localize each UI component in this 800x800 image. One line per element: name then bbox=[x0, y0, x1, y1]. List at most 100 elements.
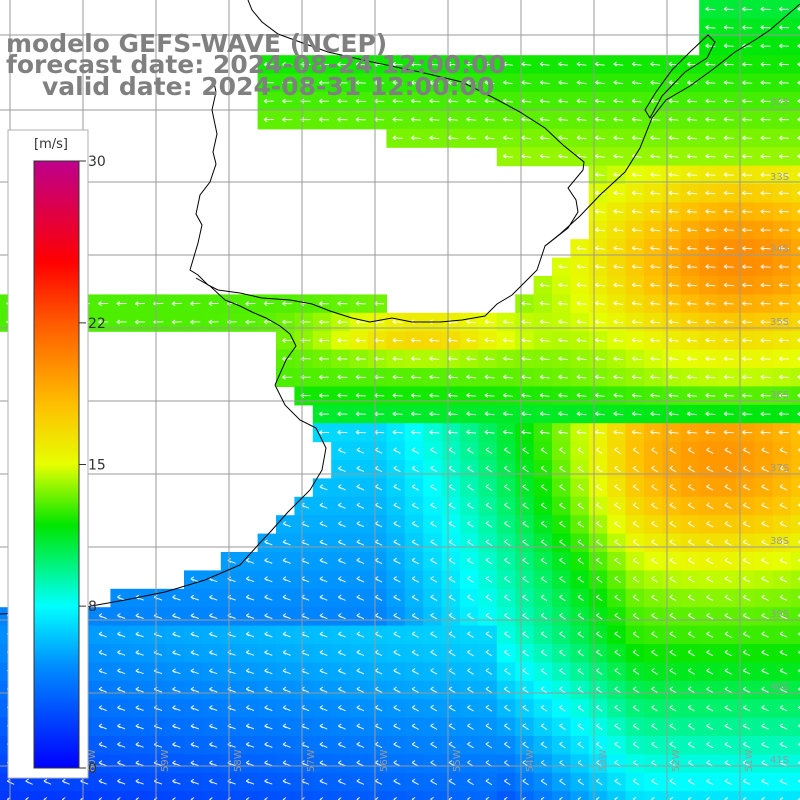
wind-arrow bbox=[669, 631, 677, 638]
wind-arrow bbox=[559, 502, 566, 510]
wind-arrow bbox=[190, 686, 199, 693]
wind-arrow bbox=[778, 61, 790, 67]
wind-arrow bbox=[650, 356, 661, 361]
wind-arrow bbox=[742, 117, 753, 122]
wind-arrow bbox=[779, 741, 788, 749]
wind-arrow bbox=[668, 153, 679, 159]
wind-arrow bbox=[614, 686, 621, 694]
wind-arrow bbox=[263, 117, 274, 123]
wind-arrow bbox=[410, 411, 421, 417]
wind-arrow bbox=[705, 208, 716, 214]
wind-arrow bbox=[540, 484, 548, 491]
lat-label: 32S bbox=[770, 97, 789, 108]
wind-cell bbox=[55, 791, 75, 800]
wind-arrow bbox=[577, 723, 585, 731]
wind-arrow bbox=[631, 208, 642, 214]
wind-arrow bbox=[651, 594, 658, 602]
wind-cell bbox=[791, 128, 800, 148]
wind-arrow bbox=[761, 594, 769, 601]
wind-arrow bbox=[393, 704, 401, 712]
wind-arrow bbox=[430, 576, 438, 583]
wind-arrow bbox=[742, 172, 753, 178]
wind-arrow bbox=[668, 172, 679, 177]
wind-arrow bbox=[779, 686, 788, 693]
wind-arrow bbox=[98, 319, 109, 325]
wind-arrow bbox=[355, 117, 366, 122]
wind-arrow bbox=[448, 649, 456, 657]
wind-arrow bbox=[135, 686, 144, 693]
wind-arrow bbox=[631, 264, 642, 269]
wind-arrow bbox=[797, 393, 800, 398]
wind-arrow bbox=[263, 301, 274, 307]
wind-cell bbox=[791, 423, 800, 443]
wind-arrow bbox=[264, 778, 273, 785]
wind-arrow bbox=[245, 686, 255, 693]
wind-arrow bbox=[430, 723, 438, 730]
wind-arrow bbox=[117, 760, 126, 767]
wind-arrow bbox=[596, 557, 603, 565]
wind-arrow bbox=[282, 319, 293, 325]
wind-arrow bbox=[686, 282, 697, 288]
wind-arrow bbox=[761, 484, 769, 491]
wind-arrow bbox=[467, 447, 474, 454]
wind-arrow bbox=[392, 319, 403, 325]
wind-arrow bbox=[742, 301, 753, 306]
wind-arrow bbox=[467, 612, 474, 620]
wind-arrow bbox=[760, 393, 771, 398]
wind-arrow bbox=[485, 502, 493, 510]
wind-arrow bbox=[778, 374, 790, 380]
wind-arrow bbox=[448, 447, 456, 454]
wind-arrow bbox=[318, 61, 330, 67]
wind-arrow bbox=[706, 778, 714, 786]
wind-arrow bbox=[705, 227, 716, 233]
wind-arrow bbox=[706, 631, 714, 638]
wind-arrow bbox=[319, 741, 328, 748]
wind-arrow bbox=[632, 778, 640, 786]
wind-arrow bbox=[504, 594, 511, 602]
wind-arrow bbox=[742, 502, 751, 509]
wind-arrow bbox=[686, 98, 697, 104]
wind-cell bbox=[588, 791, 608, 800]
wind-arrow bbox=[760, 6, 771, 12]
wind-arrow bbox=[631, 374, 642, 380]
wind-arrow bbox=[595, 80, 605, 85]
wind-arrow bbox=[558, 429, 569, 435]
wind-arrow bbox=[356, 668, 365, 675]
wind-arrow bbox=[319, 521, 328, 528]
wind-arrow bbox=[686, 319, 697, 325]
wind-arrow bbox=[374, 668, 383, 675]
wind-arrow bbox=[596, 612, 603, 620]
wind-arrow bbox=[723, 356, 734, 362]
wind-arrow bbox=[337, 374, 348, 380]
wind-arrow bbox=[485, 741, 493, 749]
wind-arrow bbox=[190, 705, 199, 711]
wind-arrow bbox=[264, 631, 273, 638]
wind-arrow bbox=[539, 392, 550, 398]
wind-arrow bbox=[338, 557, 346, 565]
wind-arrow bbox=[742, 80, 753, 86]
wind-arrow bbox=[761, 612, 769, 620]
wind-arrow bbox=[337, 80, 348, 86]
wind-arrow bbox=[669, 649, 677, 657]
wind-arrow bbox=[779, 723, 788, 730]
colorbar: [m/s] 30 22 15 8 0 bbox=[7, 129, 106, 779]
wind-arrow bbox=[172, 741, 181, 748]
wind-arrow bbox=[393, 484, 401, 491]
wind-arrow bbox=[723, 172, 734, 178]
wind-arrow bbox=[504, 539, 511, 547]
wind-arrow bbox=[778, 172, 790, 178]
wind-arrow bbox=[760, 264, 771, 270]
wind-arrow bbox=[392, 392, 403, 398]
wind-arrow bbox=[318, 337, 330, 343]
wind-arrow bbox=[356, 649, 365, 657]
wind-arrow bbox=[209, 668, 218, 675]
colorbar-gradient bbox=[33, 160, 80, 769]
wind-arrow bbox=[521, 374, 532, 380]
wind-arrow bbox=[429, 374, 440, 380]
wind-arrow bbox=[595, 190, 605, 196]
wind-arrow bbox=[723, 411, 734, 417]
wind-arrow bbox=[504, 686, 511, 694]
wind-arrow bbox=[282, 705, 291, 712]
wind-arrow bbox=[466, 116, 477, 122]
wind-arrow bbox=[503, 411, 513, 417]
